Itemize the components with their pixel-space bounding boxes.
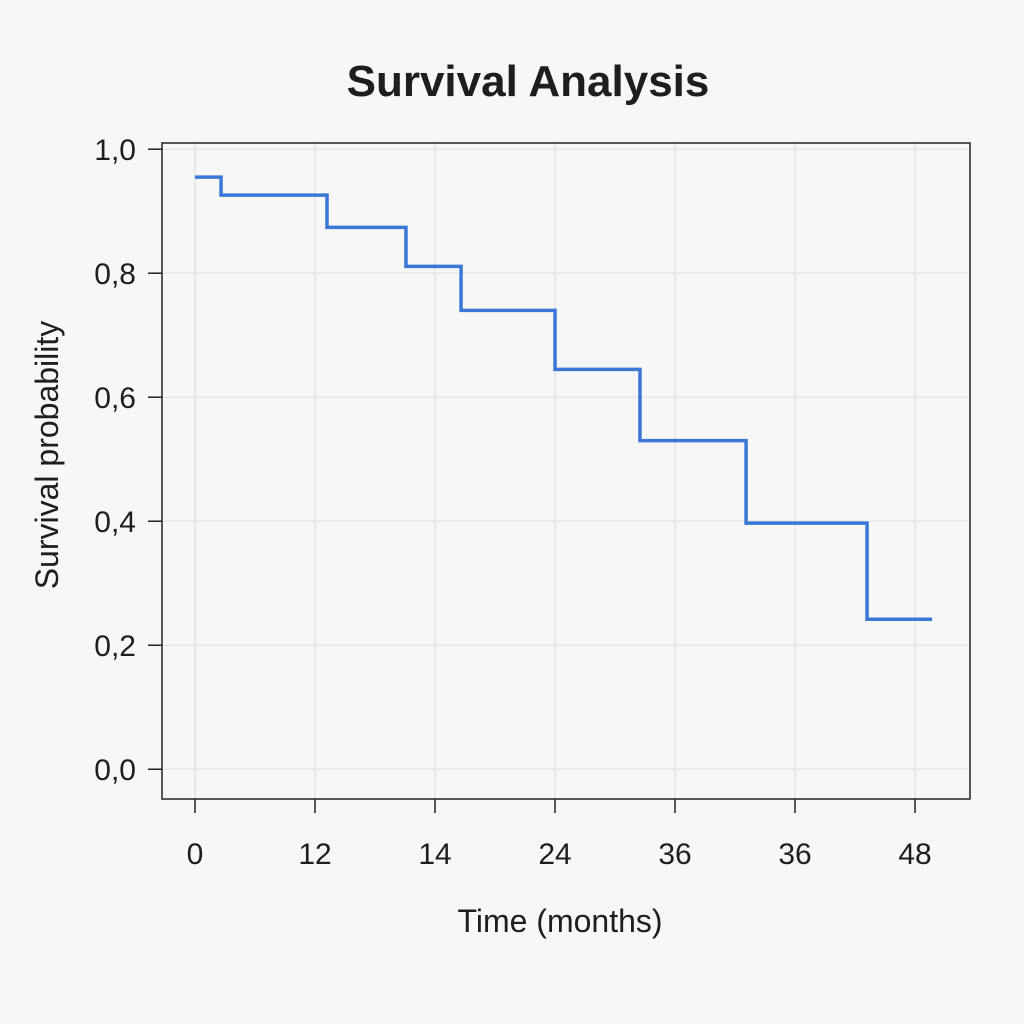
- survival-step-line: [195, 175, 933, 621]
- x-axis: 0 12 14 24 36 36 48: [187, 799, 932, 871]
- x-axis-label: Time (months): [457, 903, 662, 939]
- y-tick-label: 0,6: [94, 382, 136, 415]
- x-tick-label: 14: [418, 838, 451, 871]
- x-tick-label: 48: [898, 838, 931, 871]
- y-tick-label: 0,0: [94, 754, 136, 787]
- y-tick-label: 0,2: [94, 630, 136, 663]
- x-tick-label: 0: [187, 838, 204, 871]
- y-tick-label: 0,4: [94, 506, 136, 539]
- series-layer: [195, 175, 933, 621]
- grid: [162, 143, 970, 799]
- x-tick-label: 12: [298, 838, 331, 871]
- chart-title: Survival Analysis: [347, 57, 710, 106]
- y-axis: 0,0 0,2 0,4 0,6 0,8 1,0: [94, 134, 162, 787]
- x-tick-label: 24: [538, 838, 571, 871]
- y-tick-label: 0,8: [94, 258, 136, 291]
- y-tick-label: 1,0: [94, 134, 136, 167]
- x-tick-label: 36: [658, 838, 691, 871]
- plot-frame: [161, 142, 971, 800]
- x-tick-label: 36: [778, 838, 811, 871]
- y-axis-label: Survival probability: [29, 321, 65, 590]
